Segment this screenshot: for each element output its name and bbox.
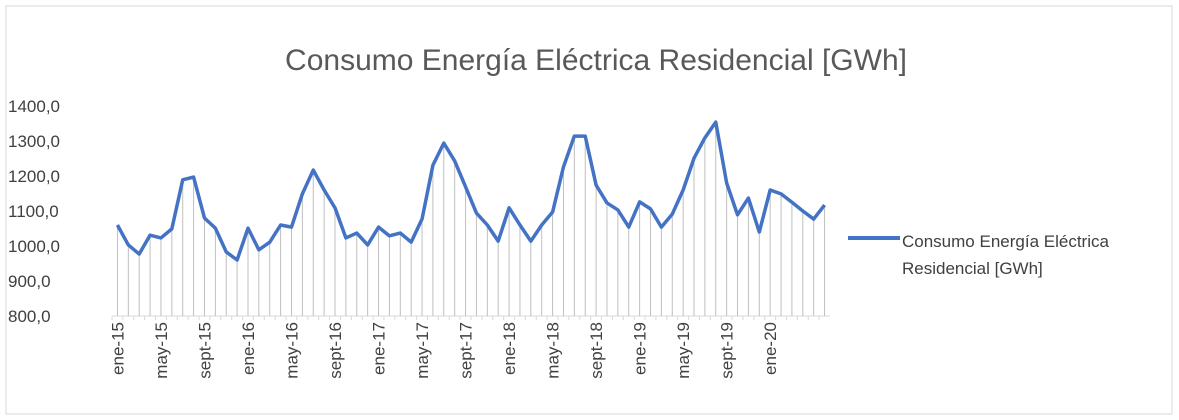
- x-tick-label: sept-17: [457, 322, 476, 379]
- x-tick-label: ene-16: [239, 322, 258, 375]
- y-tick-label: 1200,0: [8, 167, 60, 186]
- x-tick-label: ene-19: [631, 322, 650, 375]
- data-line: [115, 120, 826, 262]
- x-tick-label: sept-18: [587, 322, 606, 379]
- chart-border: [5, 5, 1173, 415]
- y-tick-label: 800,0: [8, 307, 51, 326]
- y-tick-label: 1100,0: [8, 202, 59, 221]
- x-tick-label: ene-15: [108, 322, 127, 375]
- x-tick-label: may-17: [413, 322, 432, 379]
- x-tick-label: sept-15: [195, 322, 214, 379]
- x-tick-label: may-18: [544, 322, 563, 379]
- x-tick-label: may-19: [674, 322, 693, 379]
- chart-title: Consumo Energía Eléctrica Residencial [G…: [285, 44, 907, 77]
- x-tick-label: may-15: [152, 322, 171, 379]
- y-tick-label: 1400,0: [8, 97, 60, 116]
- y-tick-label: 1300,0: [8, 132, 60, 151]
- x-tick-label: sept-16: [326, 322, 345, 379]
- legend-label: Consumo Energía Eléctrica Residencial [G…: [902, 232, 1109, 278]
- y-tick-label: 1000,0: [8, 237, 60, 256]
- x-tick-label: sept-19: [718, 322, 737, 379]
- x-tick-label: ene-18: [500, 322, 519, 375]
- x-tick-label: ene-17: [370, 322, 389, 375]
- y-tick-label: 900,0: [8, 272, 51, 291]
- x-tick-label: may-16: [283, 322, 302, 379]
- x-tick-label: ene-20: [761, 322, 780, 375]
